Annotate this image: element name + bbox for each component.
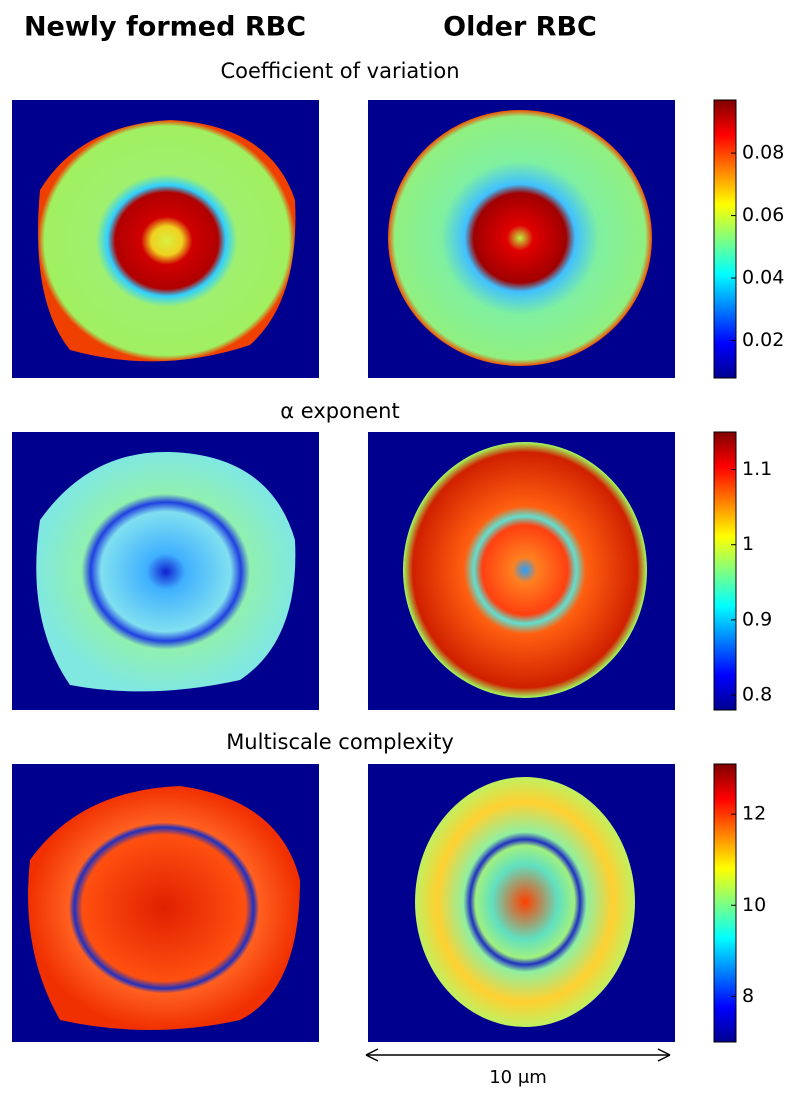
colorbar-tick-label: 0.02 xyxy=(742,329,784,351)
colorbar-tick-label: 10 xyxy=(742,894,766,916)
colorbar-tick-label: 0.08 xyxy=(742,142,784,164)
colorbar-tick-label: 8 xyxy=(742,985,754,1007)
panel-title: α exponent xyxy=(280,399,399,423)
cell xyxy=(388,110,652,366)
colorbar-tick-label: 12 xyxy=(742,803,766,825)
colorbar xyxy=(713,763,737,1043)
colorbar-tick-label: 0.8 xyxy=(742,683,772,705)
cell xyxy=(38,120,296,362)
colorbar xyxy=(713,431,737,711)
cell xyxy=(403,442,647,698)
colorbar-tick-label: 1 xyxy=(742,533,754,555)
panel-title: Multiscale complexity xyxy=(226,730,454,754)
colorbar-tick-label: 0.06 xyxy=(742,204,784,226)
colorbar-tick-label: 1.1 xyxy=(742,458,772,480)
scale-arrow xyxy=(365,1048,671,1062)
colorbar-tick-label: 0.9 xyxy=(742,608,772,630)
column-title: Older RBC xyxy=(443,12,597,43)
cell xyxy=(36,451,296,692)
panel-title: Coefficient of variation xyxy=(220,59,459,83)
cell xyxy=(415,777,635,1027)
column-title: Newly formed RBC xyxy=(24,12,306,43)
cell xyxy=(28,786,300,1030)
scale-label: 10 μm xyxy=(489,1067,547,1088)
colorbar xyxy=(713,99,737,379)
colorbar-tick-label: 0.04 xyxy=(742,267,784,289)
